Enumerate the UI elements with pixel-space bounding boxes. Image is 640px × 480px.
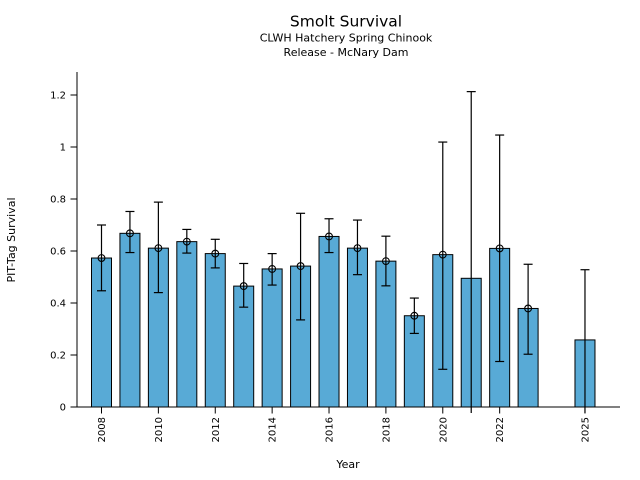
y-tick-label: 0 [60,403,66,414]
bar-2016 [318,235,340,408]
chart-subtitle-line1: CLWH Hatchery Spring Chinook [260,32,433,45]
plot-area: 0 0.2 0.4 0.6 0.8 1 1.2 2008 2010 2012 2014 2016 201… [50,72,620,442]
mean-marker-2016 [325,232,333,241]
x-tick-label: 2022 [495,417,506,442]
y-tick-label: 0.2 [50,351,66,362]
y-tick-label: 1 [60,143,66,154]
mean-marker-2023 [524,304,533,313]
x-tick-label: 2014 [268,417,279,442]
bar-2014 [261,268,283,408]
chart-subtitle-line2: Release - McNary Dam [284,46,409,59]
mean-marker-2017 [353,244,362,253]
mean-marker-2022 [495,244,504,253]
y-tick-label: 0.8 [50,195,66,206]
mean-marker-2008 [97,254,106,262]
bar-2011 [176,241,198,408]
mean-marker-2014 [268,264,277,273]
mean-marker-2013 [239,282,248,291]
x-axis-label: Year [335,458,360,471]
x-tick-label: 2018 [381,417,392,442]
y-tick-label: 1.2 [50,91,66,102]
mean-marker-2011 [182,237,191,246]
x-tick-label: 2020 [438,417,449,442]
mean-marker-2012 [211,249,220,258]
mean-marker-2015 [296,262,305,271]
x-tick-label: 2008 [97,417,108,442]
chart-title: Smolt Survival [290,13,402,31]
y-tick-label: 0.6 [50,247,66,258]
bar-2012 [204,253,226,408]
mean-marker-2018 [381,257,390,266]
mean-marker-2020 [438,250,447,259]
bar-2009 [119,232,141,408]
mean-marker-2010 [154,244,163,253]
x-tick-label: 2010 [154,417,165,442]
x-tick-label: 2025 [580,417,591,442]
chart-header: Smolt Survival CLWH Hatchery Spring Chin… [260,13,433,60]
x-tick-label: 2016 [325,417,336,442]
mean-marker-2019 [410,311,419,320]
y-axis-label: PIT-Tag Survival [5,197,18,282]
y-tick-label: 0.4 [50,299,66,310]
x-tick-label: 2012 [211,417,222,442]
mean-marker-2009 [125,229,134,238]
